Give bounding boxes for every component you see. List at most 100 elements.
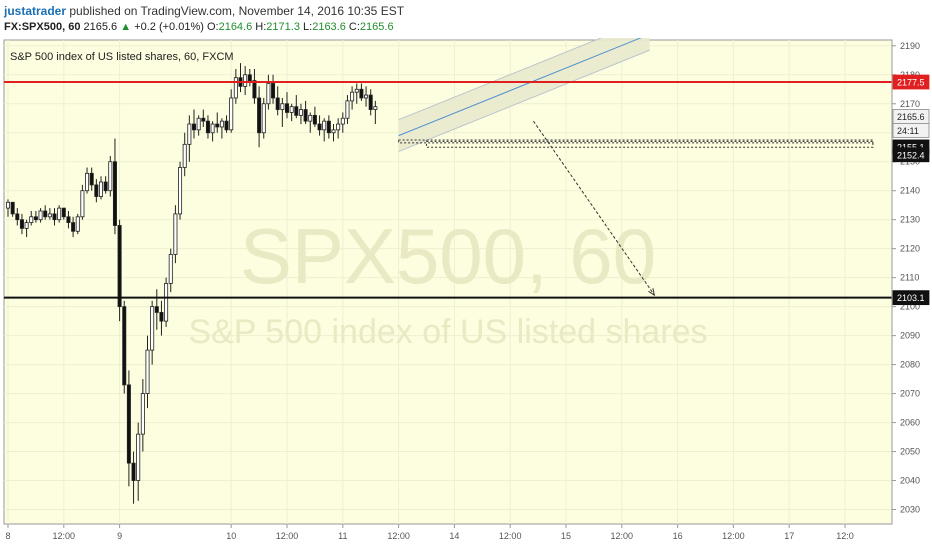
candle-up-body <box>354 88 359 93</box>
candle-down-body <box>284 103 289 113</box>
candle-down-body <box>117 225 122 308</box>
candle-down-body <box>224 120 229 131</box>
candle-down-body <box>19 219 24 229</box>
candle <box>303 100 308 125</box>
candle-up-body <box>298 109 303 116</box>
candle <box>136 422 141 501</box>
candle-down-body <box>317 123 322 131</box>
candle <box>94 179 99 203</box>
candle-down-body <box>71 222 76 232</box>
annotations-layer[interactable] <box>4 81 892 299</box>
candle-up-body <box>280 103 285 110</box>
candle-up-body <box>331 129 336 134</box>
candle <box>6 199 11 217</box>
x-tick-label: 12:00 <box>276 531 299 541</box>
x-tick-label: 12:0 <box>836 531 854 541</box>
candle <box>178 161 183 220</box>
candle-down-body <box>112 161 117 226</box>
x-tick-label: 16 <box>673 531 683 541</box>
target-box <box>398 139 874 144</box>
y-tick-label: 2100 <box>900 302 920 312</box>
x-tick-label: 8 <box>5 531 10 541</box>
price-label-text: 24:11 <box>897 126 919 136</box>
x-tick-label: 12:00 <box>611 531 634 541</box>
candle <box>52 208 57 226</box>
candle-up-body <box>178 167 183 215</box>
candle-down-body <box>103 181 108 192</box>
candle-up-body <box>229 97 234 131</box>
candle <box>257 86 262 148</box>
candle <box>215 112 220 133</box>
candle <box>317 115 322 136</box>
price-axis-label: 24:11 <box>892 123 930 138</box>
channel-median-line <box>398 38 642 137</box>
candle <box>331 124 336 142</box>
y-tick-label: 2030 <box>900 505 920 515</box>
candle <box>247 68 252 87</box>
x-tick-label: 15 <box>561 531 571 541</box>
high-label: H: <box>255 21 267 33</box>
price-label-bg <box>892 74 930 90</box>
candle <box>140 379 145 452</box>
chart-title: S&P 500 index of US listed shares, 60, F… <box>10 51 234 63</box>
x-tick-label: 10 <box>226 531 236 541</box>
candle <box>298 103 303 125</box>
price-label-text: 2165.6 <box>897 112 925 122</box>
candle-up-body <box>266 83 271 105</box>
candle-down-body <box>43 210 48 218</box>
drawings-layer[interactable] <box>398 38 650 153</box>
candle <box>168 248 173 293</box>
candle-up-body <box>136 433 141 481</box>
y-tick-label: 2040 <box>900 476 920 486</box>
candle <box>75 213 80 235</box>
x-tick-label: 9 <box>117 531 122 541</box>
time-axis[interactable]: 8 12:00 9 10 12:00 11 12:00 14 12:00 15 12:00 16 12:… <box>5 524 854 541</box>
price-change: +0.2 (+0.01%) <box>134 21 204 33</box>
y-tick-label: 2050 <box>900 447 920 457</box>
candle <box>66 210 71 229</box>
x-tick-label: 17 <box>784 531 794 541</box>
candle <box>340 112 345 133</box>
price-chart[interactable]: SPX500, 60 S&P 500 index of US listed sh… <box>0 38 932 550</box>
candle <box>261 97 266 139</box>
candle <box>350 86 355 110</box>
candle <box>252 68 257 104</box>
candle <box>187 115 192 162</box>
symbol-label[interactable]: FX:SPX500, 60 <box>4 21 81 33</box>
candle-down-body <box>131 462 136 481</box>
y-tick-label: 2130 <box>900 215 920 225</box>
candle-up-body <box>340 117 345 125</box>
candle-down-body <box>15 213 20 221</box>
price-axis[interactable]: 2030 2040 2050 2060 2070 2080 2090 2100 2110 2120… <box>892 41 930 515</box>
candle-down-body <box>94 184 99 197</box>
y-tick-label: 2090 <box>900 331 920 341</box>
candle <box>233 68 238 104</box>
candle-down-body <box>368 94 373 110</box>
candle <box>182 132 187 177</box>
open-label: O: <box>206 21 219 33</box>
y-tick-label: 2080 <box>900 360 920 370</box>
author-link[interactable]: justatrader <box>4 4 67 18</box>
candle-up-body <box>47 213 52 218</box>
candle <box>308 112 313 133</box>
publish-text: published on TradingView.com, November 1… <box>69 4 405 18</box>
candle <box>191 109 196 139</box>
candle <box>43 205 48 220</box>
candle-up-body <box>99 181 104 197</box>
candle-down-body <box>205 120 210 134</box>
candle <box>196 115 201 136</box>
candle-up-body <box>373 106 378 110</box>
candle-down-body <box>275 97 280 110</box>
price-axis-label: 2103.1 <box>892 290 930 306</box>
close-value: 2165.6 <box>359 21 394 33</box>
candle-up-body <box>108 161 113 192</box>
symbol-watermark: SPX500, 60 <box>240 212 656 300</box>
candle <box>57 205 62 223</box>
candle <box>126 370 131 487</box>
candle <box>364 86 369 107</box>
candle-up-body <box>345 100 350 119</box>
candle <box>345 95 350 125</box>
candle <box>38 208 43 223</box>
y-tick-label: 2140 <box>900 186 920 196</box>
x-tick-label: 11 <box>338 531 347 541</box>
